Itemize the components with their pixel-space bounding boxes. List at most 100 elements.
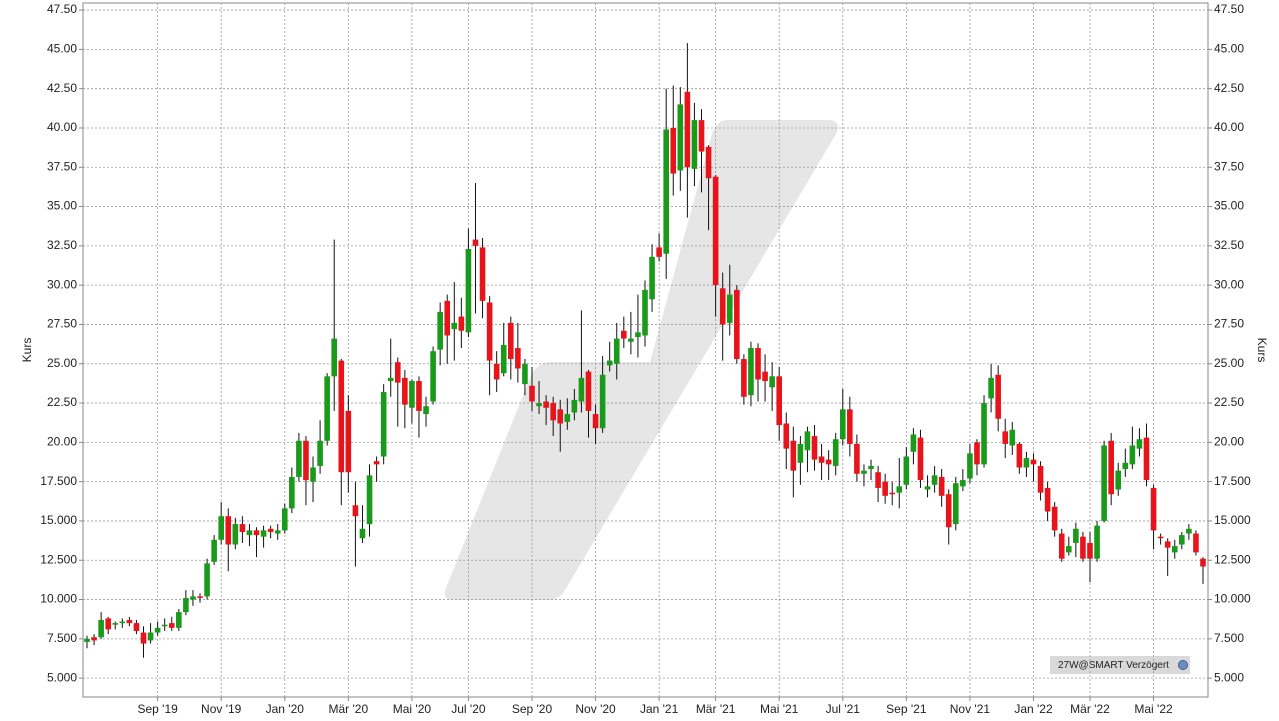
candle-body	[783, 423, 790, 449]
candle-body	[352, 505, 359, 517]
candle-body	[811, 436, 818, 460]
candle-body	[1157, 536, 1164, 539]
candle-body	[176, 612, 182, 628]
candle-body	[493, 363, 500, 380]
candle-body	[1073, 528, 1079, 543]
candle-body	[317, 440, 323, 466]
y2-tick-label: 45.00	[1214, 42, 1244, 56]
candle-body	[854, 443, 860, 474]
candle-body	[430, 351, 436, 402]
candle-body	[366, 475, 373, 525]
candle-body	[1179, 535, 1185, 545]
watermark	[444, 120, 838, 600]
candle-body	[903, 456, 910, 485]
candle-body	[515, 348, 521, 369]
candle-body	[133, 623, 140, 631]
candle-body	[416, 381, 422, 411]
candle-body	[409, 381, 415, 408]
candle-body	[628, 338, 634, 342]
candle-body	[232, 524, 239, 545]
y-axis-label: Kurs	[20, 338, 34, 363]
candle-body	[861, 470, 867, 474]
candle-body	[1002, 431, 1009, 444]
candle-body	[529, 385, 535, 402]
x-tick-label: Mär '20	[329, 702, 369, 716]
candle-body	[465, 249, 472, 333]
candle-body	[726, 294, 733, 323]
x-tick-label: Mär '22	[1070, 702, 1110, 716]
candle-body	[387, 377, 394, 382]
candle-body	[522, 363, 528, 385]
candle-body	[882, 481, 888, 496]
candle-body	[1122, 462, 1129, 470]
candle-body	[705, 146, 712, 179]
candle-body	[154, 627, 161, 633]
candle-body	[423, 406, 429, 415]
candle-body	[204, 563, 210, 597]
y-tick-label: 17.500	[40, 474, 77, 488]
candle-body	[960, 480, 966, 487]
candle-body	[260, 530, 267, 537]
candle-body	[585, 371, 592, 411]
y2-tick-label: 37.50	[1214, 159, 1244, 173]
candle-body	[847, 409, 853, 444]
candle-body	[91, 637, 97, 641]
candle-body	[670, 127, 677, 174]
candle-body	[84, 638, 90, 642]
candle-body	[303, 440, 309, 481]
candle-body	[741, 359, 747, 397]
candle-body	[684, 91, 691, 168]
x-tick-label: Jul '21	[826, 702, 861, 716]
y-tick-label: 32.50	[47, 238, 77, 252]
watermark-shape	[444, 120, 838, 600]
candle-body	[981, 403, 987, 465]
candle-body	[698, 120, 705, 152]
candle-body	[331, 338, 338, 377]
candle-body	[486, 302, 493, 361]
y2-tick-label: 20.00	[1214, 435, 1244, 449]
candle-body	[1044, 487, 1051, 512]
candle-body	[1193, 533, 1199, 553]
candle-body	[1101, 445, 1107, 521]
candle-body	[839, 409, 846, 440]
y-tick-label: 27.50	[47, 317, 77, 331]
candle-body	[161, 624, 168, 627]
y-tick-label: 5.000	[47, 670, 77, 684]
candle-body	[394, 362, 401, 383]
candle-body	[267, 528, 274, 532]
candle-body	[479, 247, 486, 301]
candle-body	[656, 247, 662, 257]
y-tick-label: 35.00	[47, 199, 77, 213]
candle-body	[755, 348, 761, 380]
candle-body	[472, 239, 479, 246]
candle-body	[967, 453, 973, 479]
candle-body	[246, 530, 253, 536]
candle-body	[945, 494, 952, 528]
x-tick-label: Jan '22	[1014, 702, 1053, 716]
candle-body	[642, 289, 648, 336]
candle-body	[677, 104, 684, 171]
candle-body	[621, 330, 627, 339]
candle-body	[1200, 558, 1206, 567]
candle-body	[910, 434, 917, 452]
candle-body	[1051, 506, 1058, 531]
candle-body	[112, 623, 119, 625]
candle-body	[663, 129, 669, 254]
y2-tick-label: 40.00	[1214, 120, 1244, 134]
y2-tick-label: 32.50	[1214, 238, 1244, 252]
x-tick-label: Jul '20	[451, 702, 486, 716]
candle-body	[1129, 445, 1136, 465]
candle-body	[1087, 542, 1093, 559]
x-tick-label: Nov '19	[201, 702, 242, 716]
candle-body	[126, 619, 133, 624]
candle-body	[889, 492, 896, 495]
candle-body	[444, 300, 451, 336]
y2-tick-label: 42.50	[1214, 81, 1244, 95]
y-tick-label: 37.50	[47, 159, 77, 173]
x-tick-label: Mai '22	[1134, 702, 1173, 716]
candle-body	[797, 443, 804, 463]
candle-body	[338, 360, 345, 473]
y-tick-label: 40.00	[47, 120, 77, 134]
candle-body	[995, 374, 1001, 419]
